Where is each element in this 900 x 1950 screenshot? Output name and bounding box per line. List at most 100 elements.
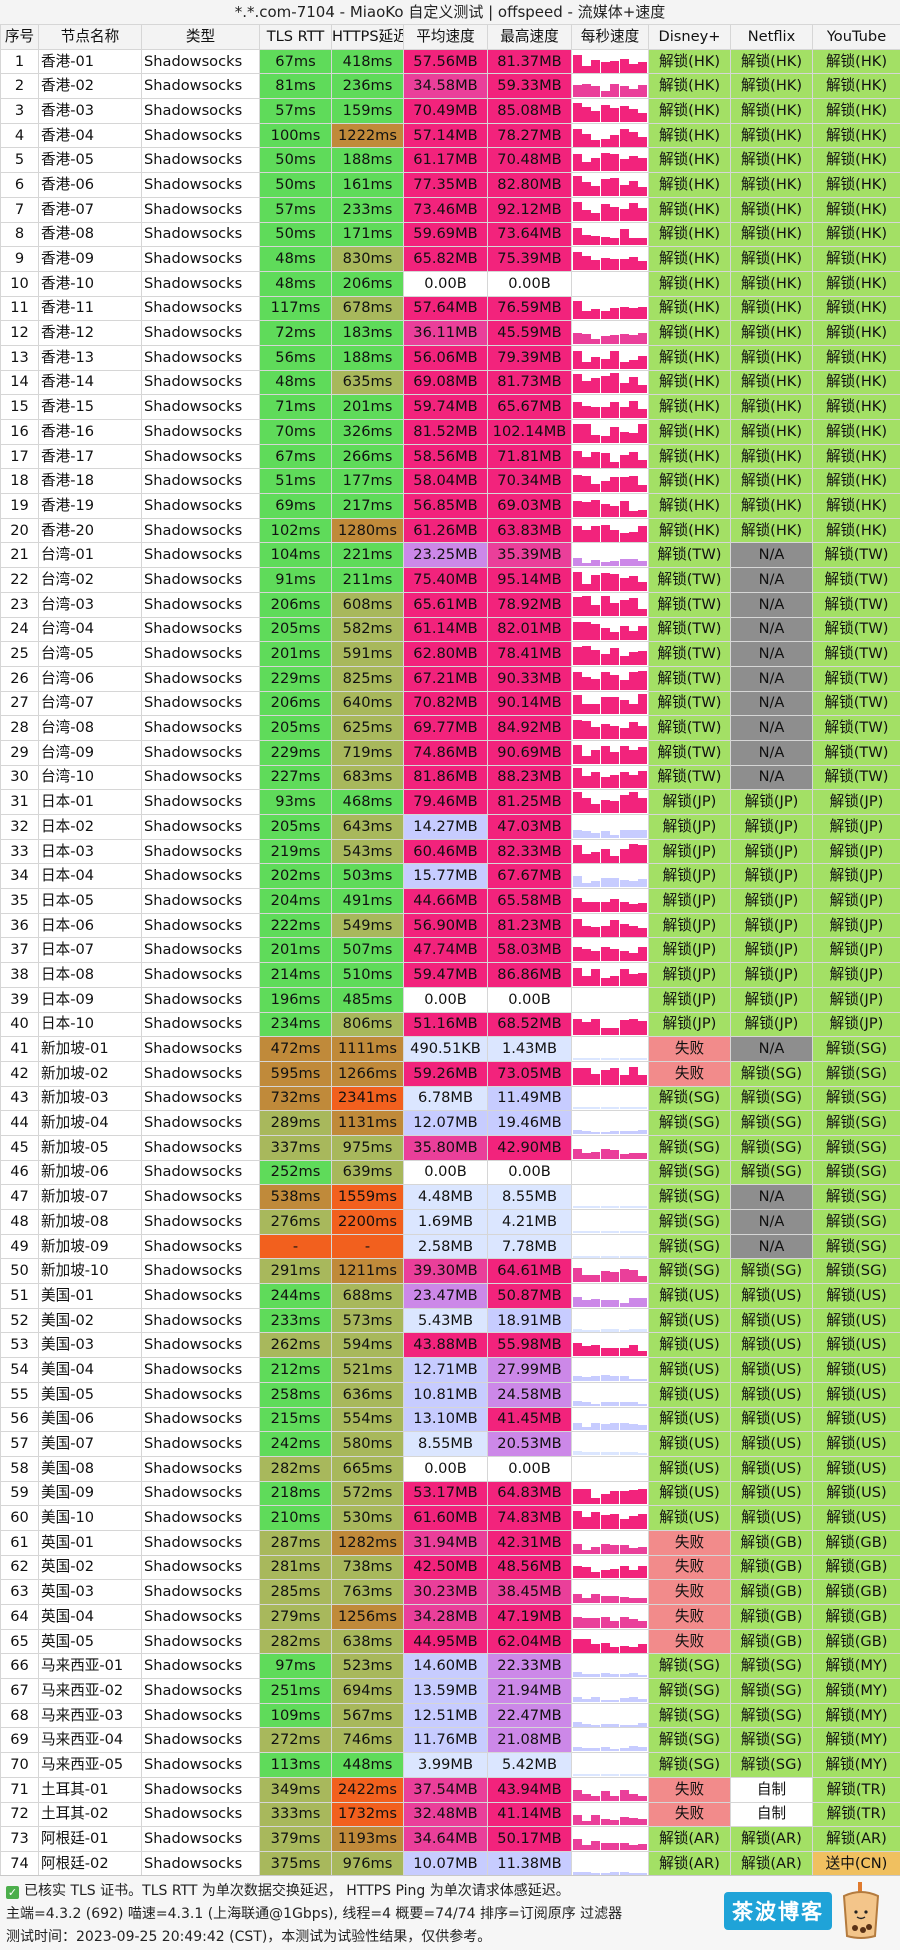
- col-index-cell: 35: [1, 889, 39, 914]
- col-per-second-speed-cell: [572, 864, 649, 889]
- col-type-cell: Shadowsocks: [142, 321, 260, 346]
- speed-bar: [573, 129, 582, 147]
- col-https-latency-cell: 503ms: [332, 864, 404, 889]
- speed-bar: [610, 1256, 619, 1258]
- col-youtube-cell: 解锁(MY): [813, 1728, 900, 1753]
- per-second-speed-bars: [573, 1087, 648, 1109]
- col-type-cell: Shadowsocks: [142, 148, 260, 173]
- speed-bar: [629, 1402, 638, 1406]
- speed-bar: [620, 1402, 629, 1406]
- col-index-cell: 32: [1, 815, 39, 840]
- speed-bar: [610, 259, 619, 270]
- col-per-second-speed-cell: [572, 543, 649, 568]
- speed-bar: [601, 62, 610, 73]
- col-https-latency-cell: 211ms: [332, 568, 404, 593]
- col-index-cell: 38: [1, 963, 39, 988]
- col-node-name-cell: 香港-04: [39, 123, 142, 148]
- col-disney-cell: 解锁(HK): [649, 345, 731, 370]
- col-netflix-cell: 解锁(HK): [731, 321, 813, 346]
- col-disney-cell: 解锁(JP): [649, 963, 731, 988]
- col-per-second-speed-cell: [572, 1210, 649, 1235]
- speed-bar: [610, 675, 619, 690]
- col-max-speed-cell: 20.53MB: [488, 1432, 572, 1457]
- col-max-speed-cell: 11.49MB: [488, 1086, 572, 1111]
- col-avg-speed-cell: 2.58MB: [404, 1234, 488, 1259]
- speed-bar: [582, 831, 591, 838]
- speed-bar: [610, 108, 619, 122]
- col-netflix-cell: 解锁(GB): [731, 1530, 813, 1555]
- col-tls-rtt-cell: 201ms: [260, 642, 332, 667]
- speed-bar: [601, 1544, 610, 1554]
- col-index-cell: 39: [1, 987, 39, 1012]
- col-per-second-speed-cell: [572, 1012, 649, 1037]
- col-https-latency-cell: 636ms: [332, 1382, 404, 1407]
- col-max-speed-cell: 65.58MB: [488, 889, 572, 914]
- speed-bar: [601, 926, 610, 937]
- col-max-speed-cell: 67.67MB: [488, 864, 572, 889]
- col-netflix-cell: 解锁(SG): [731, 1703, 813, 1728]
- col-per-second-speed-cell: [572, 1506, 649, 1531]
- col-index-cell: 56: [1, 1407, 39, 1432]
- col-max-speed-cell: 79.39MB: [488, 345, 572, 370]
- speed-bar: [629, 1231, 638, 1233]
- speed-bar: [582, 1489, 591, 1504]
- col-tls-rtt-cell: 229ms: [260, 666, 332, 691]
- col-avg-speed-cell: 39.30MB: [404, 1259, 488, 1284]
- speed-bar: [629, 1725, 638, 1727]
- speed-bar: [610, 1596, 619, 1603]
- speed-bar: [638, 1329, 647, 1332]
- speed-bar: [573, 830, 582, 838]
- speed-bar: [610, 1402, 619, 1406]
- col-netflix-cell: 解锁(SG): [731, 1728, 813, 1753]
- speed-bar: [601, 1494, 610, 1504]
- col-https-latency-cell: 183ms: [332, 321, 404, 346]
- col-avg-speed-cell: 81.86MB: [404, 765, 488, 790]
- col-node-name-cell: 新加坡-03: [39, 1086, 142, 1111]
- speed-bar: [582, 1330, 591, 1332]
- col-https-latency-cell: 976ms: [332, 1851, 404, 1876]
- col-https-latency-cell: 573ms: [332, 1308, 404, 1333]
- per-second-speed-bars: [573, 1137, 648, 1159]
- speed-bar: [638, 1206, 647, 1208]
- col-youtube-cell: 解锁(TW): [813, 740, 900, 765]
- col-type-cell: Shadowsocks: [142, 765, 260, 790]
- speed-bar: [629, 598, 638, 616]
- col-youtube-cell: 解锁(JP): [813, 913, 900, 938]
- speed-bar: [582, 134, 591, 147]
- col-youtube-cell: 解锁(US): [813, 1481, 900, 1506]
- speed-bar: [638, 609, 647, 616]
- col-max-speed-cell: 41.45MB: [488, 1407, 572, 1432]
- col-avg-speed-cell: 58.04MB: [404, 469, 488, 494]
- col-per-second-speed-cell: [572, 1382, 649, 1407]
- col-https-latency-cell: 594ms: [332, 1333, 404, 1358]
- col-youtube-cell: 解锁(US): [813, 1358, 900, 1383]
- col-per-second-speed-cell: [572, 1407, 649, 1432]
- per-second-speed-bars: [573, 1384, 648, 1406]
- col-netflix-cell: N/A: [731, 617, 813, 642]
- col-type-cell: Shadowsocks: [142, 1555, 260, 1580]
- col-per-second-speed-cell: [572, 642, 649, 667]
- speed-bar: [591, 1074, 600, 1085]
- speed-bar: [582, 976, 591, 986]
- col-node-name-cell: 美国-04: [39, 1358, 142, 1383]
- col-index-cell: 67: [1, 1679, 39, 1704]
- col-tls-rtt-cell: 50ms: [260, 222, 332, 247]
- col-avg-speed-cell: 73.46MB: [404, 197, 488, 222]
- col-avg-speed-cell: 3.99MB: [404, 1753, 488, 1778]
- col-type-cell: Shadowsocks: [142, 1259, 260, 1284]
- col-netflix-cell: N/A: [731, 765, 813, 790]
- speed-bar: [573, 1068, 582, 1085]
- speed-bar: [610, 1514, 619, 1529]
- col-index-cell: 15: [1, 395, 39, 420]
- col-node-name-cell: 新加坡-10: [39, 1259, 142, 1284]
- speed-bar: [629, 238, 638, 245]
- col-avg-speed-cell: 11.76MB: [404, 1728, 488, 1753]
- speed-bar: [582, 334, 591, 344]
- col-youtube-cell: 解锁(US): [813, 1308, 900, 1333]
- col-https-latency-cell: 625ms: [332, 716, 404, 741]
- col-type-cell: Shadowsocks: [142, 691, 260, 716]
- col-disney-cell: 解锁(SG): [649, 1703, 731, 1728]
